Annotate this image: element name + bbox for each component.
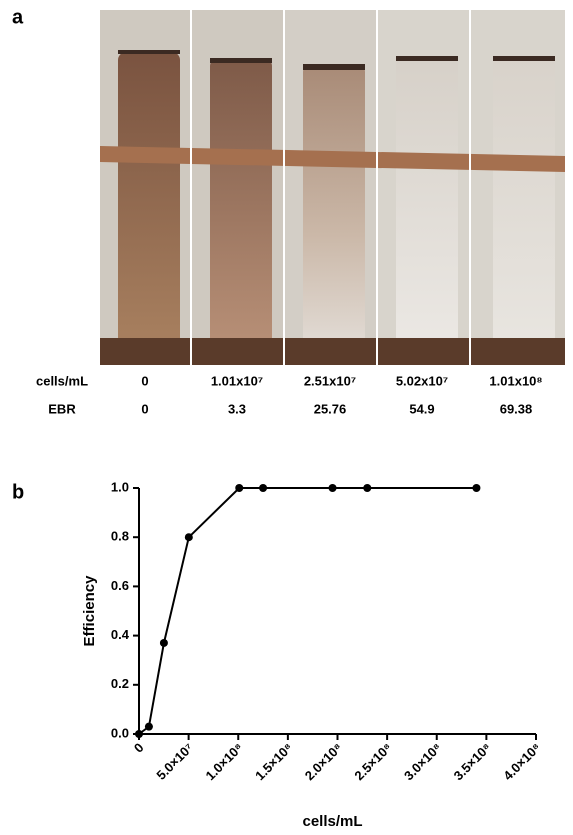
table-cell: 3.3 (228, 401, 246, 416)
panel-label: b (12, 481, 24, 503)
table-cell: 1.01x10⁸ (489, 373, 542, 388)
x-tick-label: 0 (131, 740, 147, 756)
data-point (363, 484, 372, 492)
y-tick-label: 0.0 (111, 725, 129, 740)
tube-table: cells/mL 0 1.01x10⁷ 2.51x10⁷ 5.02x10⁷ 1.01x10… (36, 373, 543, 416)
data-point (184, 533, 193, 542)
x-tick-label: 3.5×10⁸ (451, 740, 494, 783)
series-line (138, 487, 477, 735)
x-axis-label: cells/mL (302, 813, 362, 830)
data-point (159, 638, 168, 647)
data-point (472, 484, 481, 492)
x-tick-label: 4.0×10⁸ (500, 740, 543, 783)
data-point (135, 730, 143, 738)
table-cell: 5.02x10⁷ (396, 373, 448, 388)
x-tick-label: 1.0×10⁸ (202, 740, 245, 783)
x-tick-label: 1.5×10⁸ (252, 740, 295, 783)
x-tick-label: 5.0×10⁷ (153, 740, 196, 783)
row-label: EBR (48, 401, 76, 416)
x-tick-label: 2.5×10⁸ (351, 740, 394, 783)
data-point (259, 484, 268, 492)
table-cell: 69.38 (500, 401, 533, 416)
y-tick-label: 0.4 (111, 627, 130, 642)
y-tick-label: 0.2 (111, 676, 129, 691)
table-cell: 1.01x10⁷ (211, 373, 263, 388)
table-cell: 54.9 (409, 401, 434, 416)
table-cell: 2.51x10⁷ (304, 373, 356, 388)
data-point (144, 722, 153, 731)
table-cell: 0 (141, 401, 148, 416)
data-point (235, 484, 244, 492)
table-cell: 0 (141, 373, 148, 388)
chart: 0.0 0.2 0.4 0.6 0.8 1.0 0 5.0×10⁷ 1.0×10⁸ 1.5×10⁸… (81, 479, 544, 830)
data-point (328, 484, 337, 492)
tube-photo (100, 10, 565, 365)
table-cell: 25.76 (314, 401, 347, 416)
y-tick-label: 0.6 (111, 578, 129, 593)
y-tick-label: 1.0 (111, 479, 129, 494)
y-axis-label: Efficiency (81, 575, 98, 647)
row-label: cells/mL (36, 373, 88, 388)
y-tick-label: 0.8 (111, 529, 129, 544)
x-tick-label: 3.0×10⁸ (401, 740, 444, 783)
panel-label: a (12, 6, 24, 28)
x-tick-label: 2.0×10⁸ (302, 740, 345, 783)
